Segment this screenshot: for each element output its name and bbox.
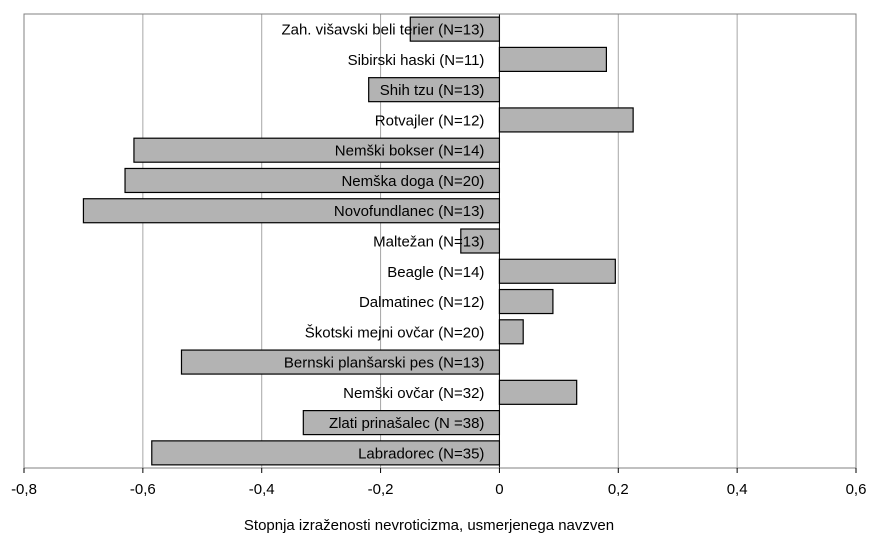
bar (498, 288, 554, 315)
bar (302, 410, 501, 436)
bar (498, 107, 634, 133)
x-tick-label: 0 (495, 481, 503, 498)
x-tick-label: -0,8 (11, 481, 37, 498)
bar (498, 46, 607, 73)
bar (368, 77, 501, 103)
bar (409, 16, 501, 42)
category-labels: Zah. višavski beli terier (N=13) Sibirski… (281, 22, 484, 463)
bar (460, 228, 501, 254)
x-tick-label: -0,4 (249, 481, 275, 498)
x-tick-label: -0,6 (130, 481, 156, 498)
category-label: Sibirski haski (N=11) (348, 52, 485, 69)
bar (151, 440, 501, 466)
x-tick-label: 0,2 (608, 481, 629, 498)
category-label: Dalmatinec (N=12) (359, 294, 484, 311)
bar (133, 137, 501, 163)
category-label: Škotski mejni ovčar (N=20) (305, 324, 485, 341)
bar (498, 379, 578, 405)
bars (82, 16, 634, 466)
category-label: Zah. višavski beli terier (N=13) (281, 22, 484, 39)
bar (498, 258, 616, 284)
x-axis-title: Stopnja izraženosti nevroticizma, usmerj… (244, 517, 614, 534)
x-axis-ticks: -0,8 -0,6 -0,4 -0,2 0 0,2 0,4 0,6 (11, 468, 866, 498)
bar (498, 319, 524, 345)
category-label: Beagle (N=14) (387, 264, 484, 281)
bar (180, 349, 501, 375)
category-label: Shih tzu (N=13) (380, 82, 485, 99)
category-label: Maltežan (N=13) (373, 234, 484, 251)
category-label: Nemški ovčar (N=32) (343, 385, 484, 402)
category-label: Labradorec (N=35) (358, 445, 484, 462)
category-label: Novofundlanec (N=13) (334, 203, 485, 220)
bar (82, 198, 501, 224)
x-tick-label: -0,2 (368, 481, 394, 498)
category-label: Zlati prinašalec (N =38) (329, 415, 484, 432)
category-label: Nemški bokser (N=14) (335, 143, 485, 160)
category-label: Nemška doga (N=20) (341, 173, 484, 190)
bar (124, 167, 501, 194)
category-label: Bernski planšarski pes (N=13) (284, 355, 485, 372)
plot-area-frame (23, 13, 857, 469)
x-tick-label: 0,4 (727, 481, 748, 498)
category-label: Rotvajler (N=12) (375, 112, 485, 129)
x-tick-label: 0,6 (846, 481, 867, 498)
